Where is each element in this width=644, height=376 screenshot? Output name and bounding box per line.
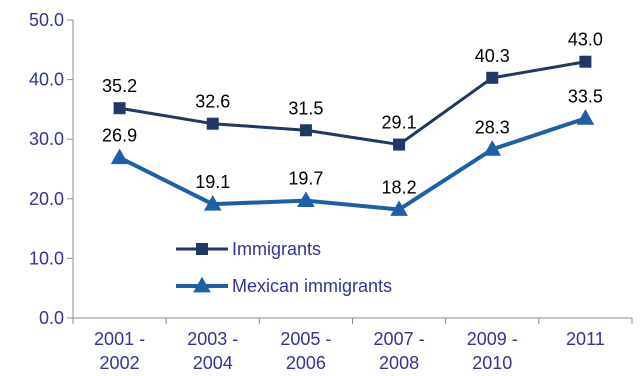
x-tick-label: 2005 -2006 — [280, 329, 331, 373]
y-tick-label: 20.0 — [29, 189, 64, 209]
triangle-marker — [193, 276, 211, 293]
triangle-marker — [483, 140, 502, 156]
x-axis-tick-labels: 2001 -2002 2003 -2004 2005 -2006 2007 -2008… — [94, 329, 605, 373]
data-label: 26.9 — [102, 126, 137, 146]
data-label: 28.3 — [475, 117, 510, 137]
x-tick-label: 2007 -2008 — [374, 329, 425, 373]
y-axis-tick-labels: 0.0 10.0 20.0 30.0 40.0 50.0 — [29, 10, 64, 328]
legend-item: Mexican immigrants — [176, 276, 392, 296]
data-label: 33.5 — [568, 86, 603, 106]
data-label: 40.3 — [475, 46, 510, 66]
series-immigrants — [113, 55, 592, 151]
square-marker — [486, 71, 499, 84]
data-label: 43.0 — [568, 30, 603, 50]
triangle-marker — [203, 194, 222, 211]
x-tick-label: 2003 -2004 — [187, 329, 238, 373]
y-tick-label: 40.0 — [29, 70, 64, 90]
y-tick-label: 0.0 — [39, 308, 64, 328]
y-tick-label: 10.0 — [29, 248, 64, 268]
square-marker — [113, 102, 126, 115]
data-labels: 35.2 32.6 31.5 29.1 40.3 43.0 26.9 19.1 19.7 18.2… — [102, 30, 603, 198]
x-tick-label: 2011 — [566, 329, 605, 349]
triangle-marker — [390, 200, 408, 216]
triangle-marker — [110, 148, 129, 165]
data-label: 29.1 — [382, 113, 417, 133]
legend-label: Mexican immigrants — [232, 276, 392, 296]
square-marker — [579, 55, 592, 68]
square-marker — [206, 117, 219, 130]
series-mexican-immigrants — [110, 109, 595, 216]
chart-axes — [67, 19, 633, 324]
legend: Immigrants Mexican immigrants — [176, 239, 392, 296]
data-label: 18.2 — [382, 178, 417, 198]
series-line — [118, 116, 587, 212]
y-tick-label: 50.0 — [29, 10, 64, 30]
series-line — [119, 60, 586, 147]
data-label: 32.6 — [195, 92, 230, 112]
data-label: 31.5 — [288, 98, 323, 118]
x-tick-label: 2009 -2010 — [467, 329, 518, 373]
square-marker — [393, 138, 406, 151]
y-tick-label: 30.0 — [29, 129, 64, 149]
triangle-marker — [297, 191, 315, 207]
series-lines — [110, 55, 595, 216]
data-label: 19.1 — [195, 172, 230, 192]
x-tick-label: 2001 -2002 — [94, 329, 145, 373]
triangle-marker — [576, 109, 595, 125]
square-marker — [196, 243, 208, 255]
data-label: 35.2 — [102, 76, 137, 96]
square-marker — [299, 124, 312, 137]
legend-item: Immigrants — [176, 239, 321, 259]
legend-label: Immigrants — [232, 239, 321, 259]
data-label: 19.7 — [288, 169, 323, 189]
